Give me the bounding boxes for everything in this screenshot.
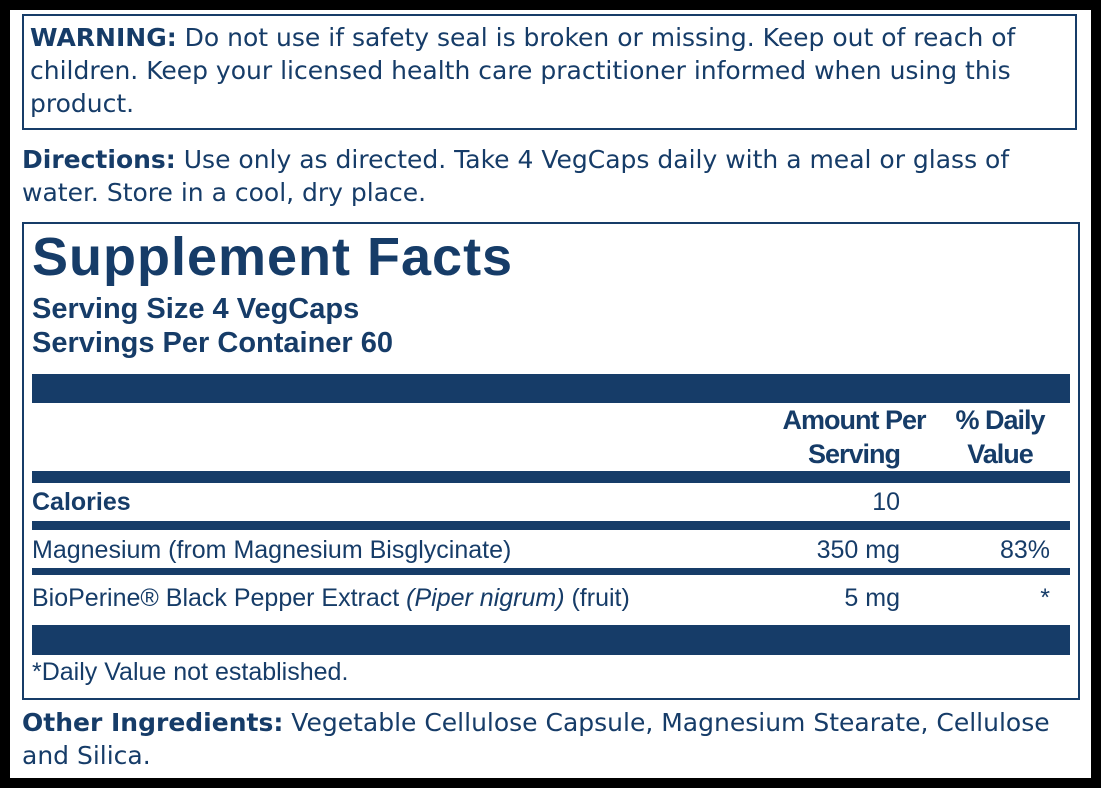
warning-label: WARNING: <box>30 23 177 52</box>
row-name: Calories <box>32 488 131 516</box>
row-name: BioPerine® Black Pepper Extract <box>32 584 400 612</box>
other-ingredients: Other Ingredients: Vegetable Cellulose C… <box>22 706 1082 772</box>
row-name-suffix: (fruit) <box>571 584 630 612</box>
directions-text: Use only as directed. Take 4 VegCaps dai… <box>22 145 1010 207</box>
row-name-italic: (Piper nigrum) <box>406 584 565 612</box>
row-bar <box>32 521 1070 530</box>
warning: WARNING: Do not use if safety seal is br… <box>30 21 1075 120</box>
row-daily-value: * <box>1040 584 1050 612</box>
thick-bar <box>32 625 1070 655</box>
warning-text: Do not use if safety seal is broken or m… <box>30 23 1016 118</box>
label: WARNING: Do not use if safety seal is br… <box>10 10 1091 778</box>
header-bar <box>32 471 1070 483</box>
servings-per-container: Servings Per Container 60 <box>32 327 394 359</box>
facts-title: Supplement Facts <box>32 227 514 287</box>
row-amount: 350 mg <box>816 536 900 564</box>
header-amount: Amount Per Serving <box>782 405 926 469</box>
directions-label: Directions: <box>22 145 176 174</box>
thick-bar <box>32 374 1070 403</box>
row-amount: 10 <box>872 488 900 516</box>
directions: Directions: Use only as directed. Take 4… <box>22 143 1077 209</box>
row-bar <box>32 568 1070 575</box>
header-daily-value: % Daily Value <box>955 405 1045 469</box>
row-magnesium: Magnesium (from Magnesium Bisglycinate) 3… <box>32 532 1070 568</box>
serving-size: Serving Size 4 VegCaps <box>32 293 360 325</box>
row-bioperine: BioPerine® Black Pepper Extract (Piper n… <box>32 578 1070 618</box>
row-amount: 5 mg <box>844 584 900 612</box>
row-name: Magnesium (from Magnesium Bisglycinate) <box>32 536 512 564</box>
warning-box <box>22 14 1077 130</box>
other-ingredients-text: Vegetable Cellulose Capsule, Magnesium S… <box>22 708 1050 770</box>
row-calories: Calories 10 <box>32 484 1070 520</box>
row-daily-value: 83% <box>999 536 1050 564</box>
other-ingredients-label: Other Ingredients: <box>22 708 284 737</box>
footnote: *Daily Value not established. <box>32 658 349 686</box>
facts-box <box>22 222 1080 700</box>
